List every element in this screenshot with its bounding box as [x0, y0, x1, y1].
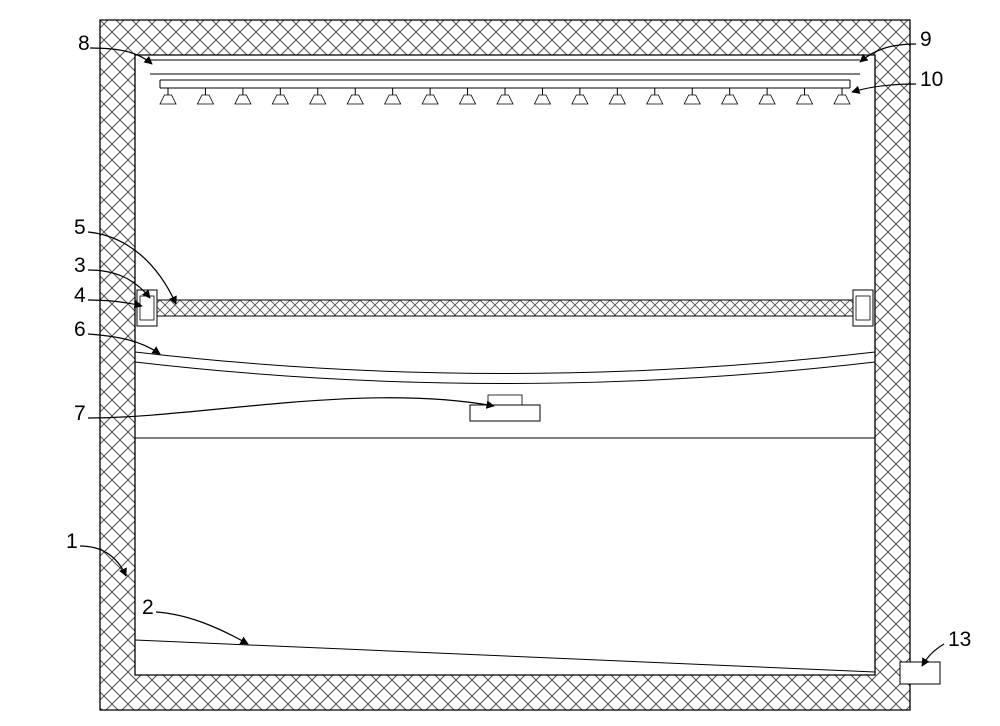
trough-drip-box — [470, 405, 540, 421]
nozzle-icon — [235, 88, 251, 104]
nozzle-icon — [160, 88, 176, 104]
nozzle-icon — [722, 88, 738, 104]
label-text-8: 8 — [78, 32, 90, 55]
nozzle-icon — [460, 88, 476, 104]
nozzle-icon — [834, 88, 850, 104]
trough-curve-1 — [135, 352, 875, 374]
nozzle-icon — [422, 88, 438, 104]
label-text-13: 13 — [948, 628, 971, 651]
nozzle-icon — [310, 88, 326, 104]
nozzle-icon — [647, 88, 663, 104]
label-text-10: 10 — [920, 68, 943, 91]
trough-drip-neck — [488, 395, 522, 405]
label-text-3: 3 — [74, 254, 86, 277]
nozzle-icon — [347, 88, 363, 104]
label-text-7: 7 — [74, 402, 86, 425]
label-text-6: 6 — [74, 318, 86, 341]
label-text-4: 4 — [74, 284, 86, 307]
nozzle-icon — [197, 88, 213, 104]
trough-curve-2 — [135, 362, 875, 384]
nozzle-icon — [609, 88, 625, 104]
label-text-5: 5 — [74, 216, 86, 239]
label-leader-2 — [156, 612, 248, 644]
nozzle-icon — [797, 88, 813, 104]
nozzle-icon — [759, 88, 775, 104]
label-text-1: 1 — [66, 530, 78, 553]
nozzle-icon — [272, 88, 288, 104]
housing-inner-edge — [135, 55, 875, 675]
nozzle-icon — [572, 88, 588, 104]
nozzle-icon — [497, 88, 513, 104]
label-text-2: 2 — [142, 596, 154, 619]
label-text-9: 9 — [920, 28, 932, 51]
nozzle-icon — [684, 88, 700, 104]
nozzle-icon — [385, 88, 401, 104]
nozzle-icon — [534, 88, 550, 104]
bottom-slope — [135, 640, 875, 672]
housing-wall — [100, 20, 910, 710]
label-leader-7 — [88, 398, 494, 418]
mid-hatched-bar — [155, 300, 855, 316]
outlet-box — [900, 662, 940, 684]
